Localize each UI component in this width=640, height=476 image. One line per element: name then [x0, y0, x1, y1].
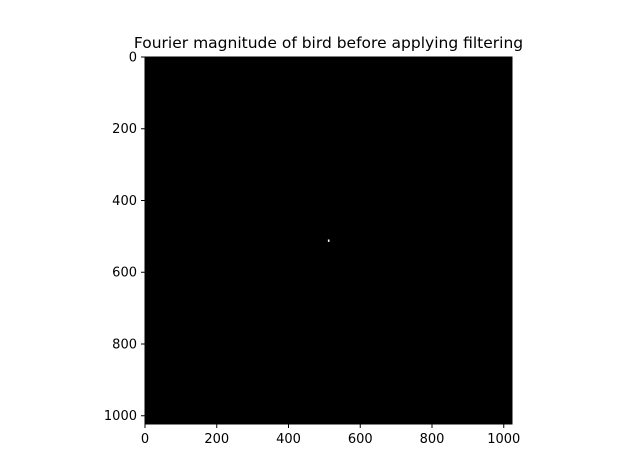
x-tick-label: 1000: [487, 432, 520, 447]
y-tick-label: 200: [112, 122, 137, 137]
axes-frame: [144, 56, 513, 425]
bright-point-0: [327, 239, 330, 242]
x-tick-label: 0: [141, 432, 149, 447]
x-tick-label: 400: [276, 432, 301, 447]
y-tick-label: 800: [112, 337, 137, 352]
y-tick-label: 0: [129, 51, 137, 66]
bright-points-layer: [327, 239, 330, 242]
y-tick-label: 600: [112, 266, 137, 281]
y-axis: 0 200 400 600 800 1000: [104, 51, 145, 424]
chart-title: Fourier magnitude of bird before applyin…: [134, 34, 523, 52]
y-tick-label: 400: [112, 194, 137, 209]
y-tick-label: 1000: [104, 409, 137, 424]
x-tick-label: 600: [348, 432, 373, 447]
x-tick-label: 800: [420, 432, 445, 447]
x-axis: 0 200 400 600 800 1000: [141, 424, 520, 447]
x-tick-label: 200: [204, 432, 229, 447]
